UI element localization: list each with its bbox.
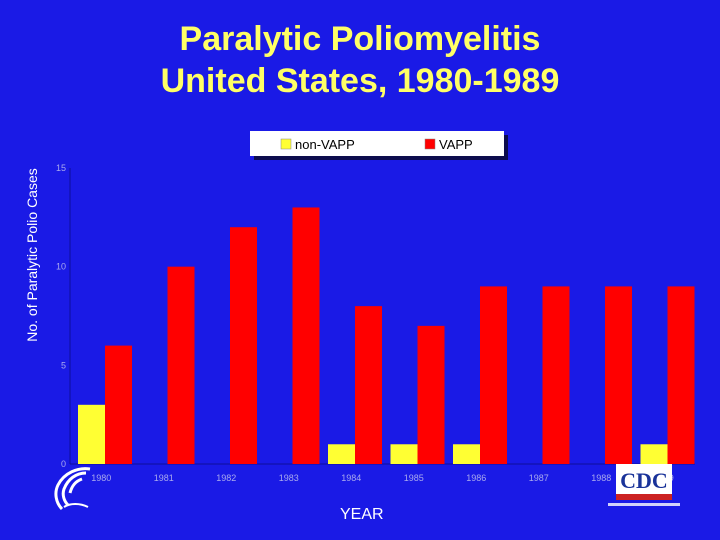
y-axis-label: No. of Paralytic Polio Cases bbox=[24, 168, 40, 342]
bar-non-vapp-1980 bbox=[78, 404, 105, 464]
legend-box bbox=[250, 131, 504, 156]
hhs-eagle-icon bbox=[54, 467, 91, 511]
y-tick-label-0: 0 bbox=[61, 459, 66, 469]
x-tick-label-1980: 1980 bbox=[91, 473, 111, 483]
x-tick-label-1986: 1986 bbox=[466, 473, 486, 483]
bar-vapp-1988 bbox=[605, 286, 632, 464]
chart-title-line-2: United States, 1980-1989 bbox=[160, 62, 560, 100]
bar-vapp-1984 bbox=[355, 306, 382, 464]
bar-vapp-1987 bbox=[542, 286, 570, 464]
chart-axes bbox=[69, 168, 695, 465]
bar-non-vapp-1985 bbox=[390, 444, 418, 464]
bar-non-vapp-1989 bbox=[640, 444, 668, 464]
legend-swatch-vapp bbox=[424, 138, 436, 150]
chart-tick-labels: 0 5 10 15 1980 1981 1982 1983 1984 1985 1986 1987 19… bbox=[56, 163, 674, 483]
x-tick-label-1987: 1987 bbox=[529, 473, 549, 483]
bar-vapp-1980 bbox=[105, 345, 132, 464]
x-axis-label: YEAR bbox=[340, 506, 384, 523]
bar-vapp-1985 bbox=[417, 325, 445, 464]
x-tick-label-1985: 1985 bbox=[404, 473, 424, 483]
x-tick-label-1982: 1982 bbox=[216, 473, 236, 483]
legend-label-non-vapp: non-VAPP bbox=[295, 137, 355, 152]
x-tick-label-1984: 1984 bbox=[341, 473, 361, 483]
bar-vapp-1982 bbox=[230, 227, 257, 464]
bar-vapp-1986 bbox=[480, 286, 507, 464]
y-tick-label-5: 5 bbox=[61, 360, 66, 370]
x-tick-label-1988: 1988 bbox=[591, 473, 611, 483]
y-tick-label-10: 10 bbox=[56, 262, 66, 272]
legend-swatch-non-vapp bbox=[280, 138, 292, 150]
x-tick-label-1981: 1981 bbox=[154, 473, 174, 483]
cdc-logo-icon: CDC bbox=[608, 464, 680, 506]
y-tick-label-15: 15 bbox=[56, 163, 66, 173]
bar-vapp-1989 bbox=[667, 286, 695, 464]
bar-non-vapp-1986 bbox=[453, 444, 480, 464]
legend-label-vapp: VAPP bbox=[439, 137, 473, 152]
chart-title: Paralytic Poliomyelitis United States, 1… bbox=[0, 18, 720, 102]
bar-vapp-1981 bbox=[167, 266, 195, 464]
bar-non-vapp-1984 bbox=[328, 444, 355, 464]
chart-legend: non-VAPP VAPP bbox=[250, 131, 508, 160]
chart-bars bbox=[78, 207, 695, 464]
chart-title-line-1: Paralytic Poliomyelitis bbox=[179, 20, 541, 58]
bar-vapp-1983 bbox=[292, 207, 320, 464]
x-tick-label-1983: 1983 bbox=[279, 473, 299, 483]
cdc-logo-text: CDC bbox=[620, 468, 668, 493]
